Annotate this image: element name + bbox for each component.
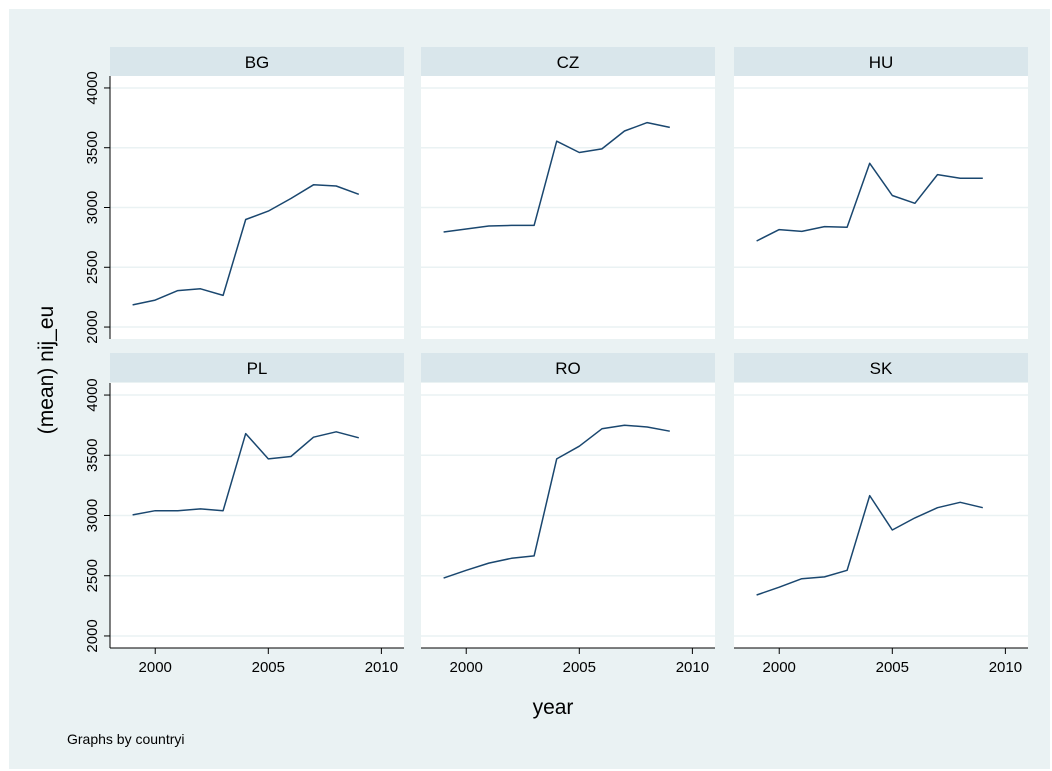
x-tick-label-sk-2010: 2010 xyxy=(989,659,1022,676)
x-tick-label-sk-2005: 2005 xyxy=(876,659,909,676)
series-line-cz xyxy=(443,121,670,233)
series-line-bg xyxy=(132,184,360,306)
y-tick-label-pl-2000: 2000 xyxy=(84,619,101,652)
x-tick-label-pl-2005: 2005 xyxy=(252,659,285,676)
series-line-pl xyxy=(132,431,359,516)
x-tick-label-ro-2010: 2010 xyxy=(676,659,709,676)
series-line-hu xyxy=(756,162,983,242)
y-axis-title: (mean) nij_eu xyxy=(35,306,58,434)
panel-title-hu: HU xyxy=(869,53,894,72)
panel-title-sk: SK xyxy=(870,359,893,378)
panel-strip-ro xyxy=(421,353,715,382)
x-tick-label-ro-2000: 2000 xyxy=(450,659,483,676)
x-tick-label-pl-2000: 2000 xyxy=(139,659,172,676)
y-tick-label-pl-4000: 4000 xyxy=(84,378,101,411)
panels: BG 2000 2500 3000 3500 4000 CZ HU PL 2000 2500 3000… xyxy=(84,47,1028,676)
panel-title-ro: RO xyxy=(555,359,581,378)
panel-title-bg: BG xyxy=(245,53,270,72)
panel-title-pl: PL xyxy=(247,359,268,378)
x-tick-label-sk-2000: 2000 xyxy=(763,659,796,676)
y-tick-label-bg-2000: 2000 xyxy=(84,310,101,343)
panel-title-cz: CZ xyxy=(557,53,580,72)
panel-strip-pl xyxy=(110,353,404,382)
y-tick-label-bg-2500: 2500 xyxy=(84,251,101,284)
y-tick-label-bg-3000: 3000 xyxy=(84,191,101,224)
y-tick-label-bg-3500: 3500 xyxy=(84,131,101,164)
panel-strip-cz xyxy=(421,47,715,76)
y-tick-label-pl-2500: 2500 xyxy=(84,559,101,592)
x-axis-title: year xyxy=(533,696,574,719)
series-line-sk xyxy=(756,494,983,596)
series-line-ro xyxy=(443,424,670,579)
y-tick-label-pl-3000: 3000 xyxy=(84,499,101,532)
x-tick-label-ro-2005: 2005 xyxy=(563,659,596,676)
panel-strip-sk xyxy=(734,353,1028,382)
y-tick-label-bg-4000: 4000 xyxy=(84,71,101,104)
panel-strip-hu xyxy=(734,47,1028,76)
panel-strip-bg xyxy=(110,47,404,76)
y-tick-label-pl-3500: 3500 xyxy=(84,439,101,472)
x-tick-label-pl-2010: 2010 xyxy=(365,659,398,676)
graphs-by-note: Graphs by countryi xyxy=(67,731,185,747)
